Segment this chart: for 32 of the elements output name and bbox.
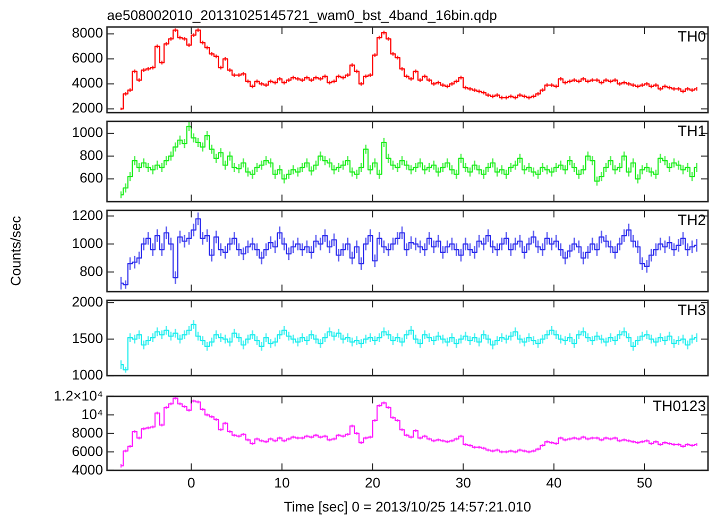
y-tick-label: 600	[80, 170, 104, 186]
x-tick-label: 20	[364, 474, 381, 491]
y-tick-label: 8000	[72, 424, 104, 440]
y-tick-label: 1000	[72, 366, 104, 382]
series-label: TH2	[678, 212, 706, 230]
y-tick-label: 1500	[72, 330, 104, 346]
y-tick-label: 800	[80, 146, 104, 163]
y-tick-label: 1.2×10⁴	[54, 387, 103, 404]
y-axis-title: Counts/sec	[7, 216, 24, 286]
y-tick-label: 8000	[72, 24, 104, 41]
y-tick-label: 6000	[72, 442, 104, 459]
y-tick-label: 1200	[72, 206, 104, 223]
series-label: TH0123	[652, 398, 706, 416]
text: TH0	[678, 28, 706, 46]
y-tick-label: 800	[80, 262, 104, 279]
series-label: TH1	[678, 123, 706, 140]
y-tick-label: 2000	[72, 100, 104, 116]
y-tick-label: 10⁴	[81, 406, 103, 422]
y-tick-label: 4000	[72, 74, 104, 91]
y-tick-label: 6000	[72, 50, 104, 66]
series-label: TH3	[678, 302, 706, 320]
x-axis-title: Time [sec] 0 = 2013/10/25 14:57:21.010	[284, 498, 532, 514]
y-tick-label: 2000	[72, 293, 104, 310]
y-tick-label: 4000	[72, 461, 104, 478]
y-tick-label: 1000	[72, 124, 104, 140]
x-tick-label: 50	[636, 474, 653, 491]
x-tick-label: 40	[546, 474, 562, 491]
chart-title: ae508002010_20131025145721_wam0_bst_4band_16bin.qdp	[107, 6, 498, 23]
y-tick-label: 1000	[72, 234, 104, 251]
x-tick-label: 10	[274, 474, 290, 491]
x-tick-label: 0	[187, 474, 196, 491]
x-tick-label: 30	[455, 474, 472, 491]
